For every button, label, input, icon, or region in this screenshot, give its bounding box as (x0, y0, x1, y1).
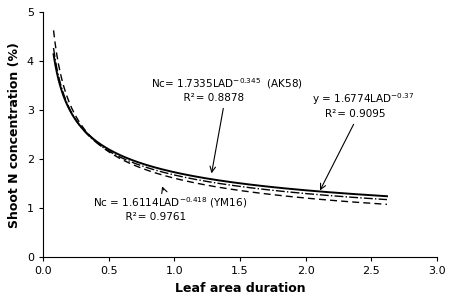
Text: Nc= 1.7335LAD$^{-0.345}$  (AK58)
          R² = 0.8878: Nc= 1.7335LAD$^{-0.345}$ (AK58) R² = 0.8… (151, 76, 303, 172)
Text: Nc = 1.6114LAD$^{-0.418}$ (YM16)
          R² = 0.9761: Nc = 1.6114LAD$^{-0.418}$ (YM16) R² = 0.… (93, 188, 247, 222)
Y-axis label: Shoot N concentration (%): Shoot N concentration (%) (8, 42, 21, 228)
X-axis label: Leaf area duration: Leaf area duration (175, 282, 305, 295)
Text: y = 1.6774LAD$^{-0.37}$
    R² = 0.9095: y = 1.6774LAD$^{-0.37}$ R² = 0.9095 (312, 92, 415, 189)
